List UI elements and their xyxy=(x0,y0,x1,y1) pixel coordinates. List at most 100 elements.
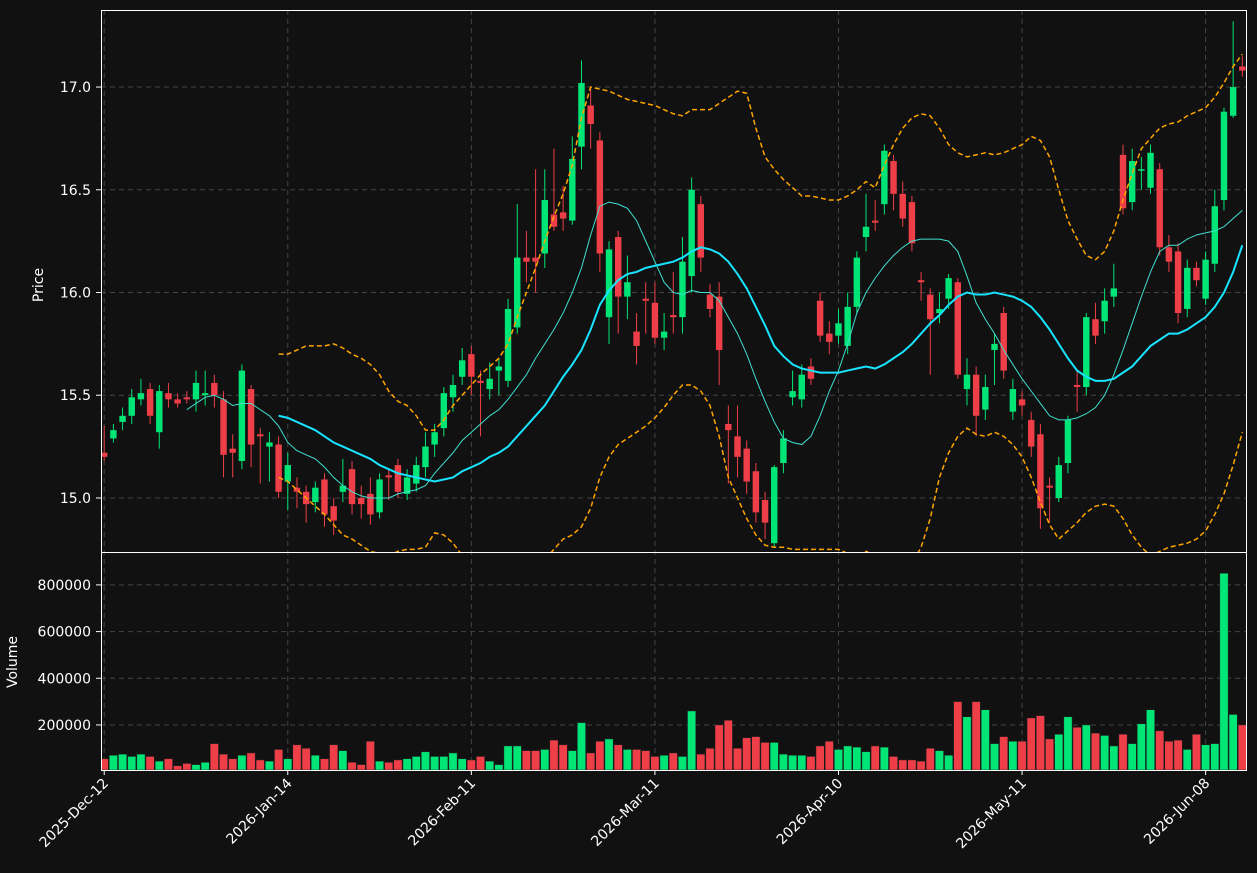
candle-body xyxy=(1073,384,1081,388)
volume-bar xyxy=(797,755,807,770)
candle-body xyxy=(1156,169,1163,248)
volume-bar xyxy=(237,755,247,770)
volume-bar xyxy=(1072,727,1082,770)
volume-bar xyxy=(999,736,1009,770)
volume-bar xyxy=(1228,714,1238,770)
candle-body xyxy=(523,257,530,262)
candle-body xyxy=(807,366,815,379)
candle-body xyxy=(816,300,824,336)
volume-bar xyxy=(1237,724,1246,770)
candle-body xyxy=(963,374,971,390)
volume-bar xyxy=(852,746,862,770)
volume-bar xyxy=(824,741,834,770)
candle-body xyxy=(917,280,925,283)
volume-bar xyxy=(696,753,706,770)
candle-body xyxy=(312,487,319,503)
candle-body xyxy=(761,500,769,523)
volume-panel xyxy=(101,572,1246,770)
candle-body xyxy=(605,249,613,318)
volume-bar xyxy=(283,758,293,770)
overlay-line xyxy=(278,53,1243,431)
candle-body xyxy=(477,380,484,383)
candle-body xyxy=(1083,317,1090,388)
volume-bar xyxy=(301,748,311,770)
candle-body xyxy=(1064,419,1072,464)
candle-body xyxy=(614,237,622,297)
candle-body xyxy=(1128,161,1136,203)
y2-tick-label: 600000 xyxy=(38,625,91,641)
candle-body xyxy=(220,399,227,455)
candle-body xyxy=(385,475,392,478)
candle-body xyxy=(559,212,567,219)
candle-body xyxy=(321,479,328,515)
volume-bar xyxy=(971,701,981,770)
candle-body xyxy=(587,105,594,125)
x-tick-label: 2026-Jun-08 xyxy=(1141,776,1213,848)
candle-body xyxy=(1110,288,1118,297)
candle-body xyxy=(871,220,879,223)
candle-body xyxy=(642,298,649,301)
candle-body xyxy=(458,360,466,377)
candle-body xyxy=(743,448,750,482)
volume-bar xyxy=(788,755,797,770)
volume-bar xyxy=(1173,739,1183,770)
candle-body xyxy=(165,393,172,400)
candle-body xyxy=(899,193,906,219)
candle-body xyxy=(826,333,833,342)
volume-bar xyxy=(907,759,917,770)
volume-bar xyxy=(843,745,853,770)
candle-body xyxy=(1009,389,1017,412)
candle-body xyxy=(908,202,916,244)
volume-bar xyxy=(512,745,522,770)
volume-bar xyxy=(687,710,697,770)
volume-bar xyxy=(861,751,871,770)
volume-frame xyxy=(101,552,1247,771)
volume-bar xyxy=(879,746,889,770)
candle-body xyxy=(1055,465,1062,498)
volume-bar xyxy=(1036,715,1045,770)
volume-bar xyxy=(577,722,586,770)
candle-body xyxy=(679,261,686,318)
x-tick-label: 2026-May-11 xyxy=(953,776,1030,853)
volume-bar xyxy=(1054,734,1064,770)
candle-body xyxy=(697,204,705,258)
volume-bar xyxy=(1155,730,1165,770)
volume-bar xyxy=(1045,738,1054,770)
candle-body xyxy=(146,389,154,416)
candle-body xyxy=(972,374,980,416)
volume-bar xyxy=(503,745,513,770)
candle-body xyxy=(1092,319,1099,336)
candle-body xyxy=(844,306,851,346)
candle-body xyxy=(734,436,741,457)
volume-bar xyxy=(1017,741,1027,770)
y2-axis-label: Volume xyxy=(5,636,21,688)
candle-body xyxy=(569,158,576,221)
volume-bar xyxy=(769,742,779,770)
candle-body xyxy=(936,308,943,314)
volume-bar xyxy=(935,750,944,770)
candle-body xyxy=(413,465,420,484)
volume-bar xyxy=(531,750,540,770)
candle-body xyxy=(651,302,659,338)
volume-bar xyxy=(209,743,219,770)
volume-bar xyxy=(990,743,999,770)
candle-body xyxy=(101,452,108,457)
volume-bar xyxy=(925,748,935,770)
volume-bar xyxy=(779,753,788,770)
y-axis-label: Price xyxy=(31,268,47,302)
volume-bar xyxy=(292,744,302,770)
volume-bar xyxy=(347,762,357,770)
candle-body xyxy=(706,294,714,309)
candle-body xyxy=(486,378,493,390)
volume-bar xyxy=(733,748,742,770)
candle-body xyxy=(1220,111,1228,201)
overlay-line xyxy=(278,384,1244,552)
candle-body xyxy=(927,294,934,320)
volume-bar xyxy=(1127,743,1137,770)
y2-tick-label: 800000 xyxy=(38,578,91,594)
candle-body xyxy=(348,469,356,505)
volume-bar xyxy=(723,720,733,770)
candle-body xyxy=(422,446,429,468)
volume-bar xyxy=(384,762,394,770)
